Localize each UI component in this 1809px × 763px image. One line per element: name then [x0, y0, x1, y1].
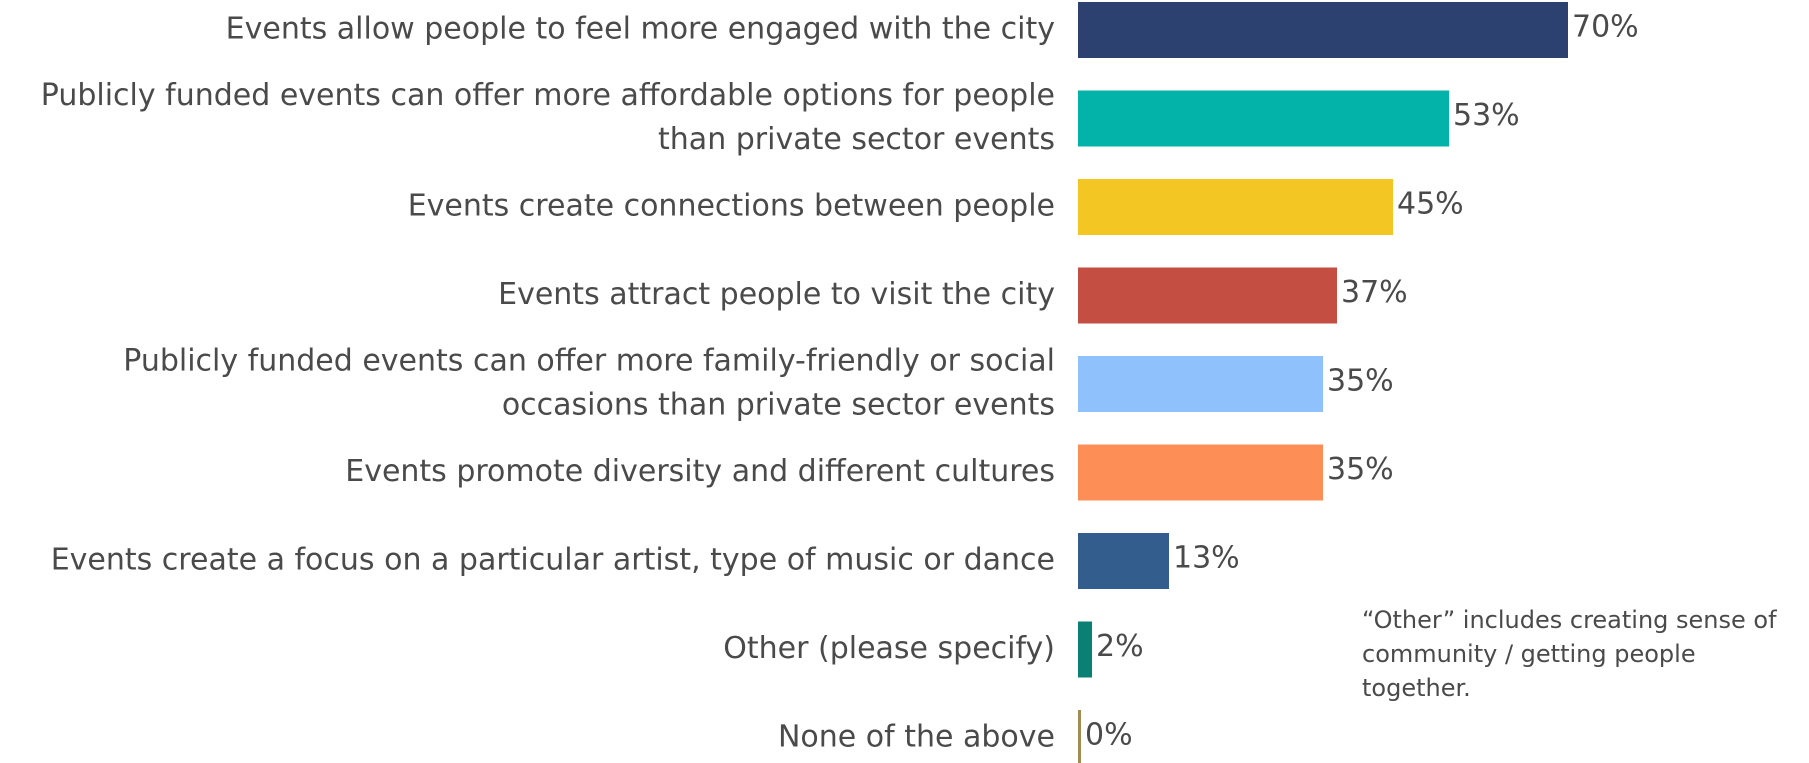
- category-label-5-line-1: Publicly funded events can offer more fa…: [123, 344, 1055, 379]
- data-label-1: 70%: [1572, 10, 1639, 45]
- data-label-2: 53%: [1453, 98, 1520, 133]
- category-label-4: Events attract people to visit the city: [498, 277, 1055, 312]
- bar-7: [1078, 533, 1169, 589]
- category-label-5-line-2: occasions than private sector events: [502, 388, 1055, 423]
- category-label-8: Other (please specify): [723, 631, 1055, 666]
- data-label-4: 37%: [1341, 275, 1408, 310]
- bar-6: [1078, 444, 1323, 501]
- bar-4: [1078, 267, 1337, 324]
- category-label-9: None of the above: [778, 720, 1055, 755]
- category-label-3: Events create connections between people: [408, 189, 1055, 224]
- bar-5: [1078, 356, 1323, 412]
- chart-note: “Other” includes creating sense of commu…: [1362, 606, 1777, 702]
- bar-2: [1078, 90, 1449, 147]
- category-label-2-line-1: Publicly funded events can offer more af…: [41, 78, 1055, 113]
- bar-8: [1078, 621, 1092, 678]
- data-label-9: 0%: [1085, 718, 1133, 753]
- data-label-8: 2%: [1096, 629, 1144, 664]
- bar-9: [1078, 710, 1081, 763]
- bar-3: [1078, 179, 1393, 235]
- category-label-1: Events allow people to feel more engaged…: [226, 12, 1055, 47]
- bar-1: [1078, 2, 1568, 58]
- category-label-2-line-2: than private sector events: [658, 122, 1055, 157]
- data-label-5: 35%: [1327, 364, 1394, 399]
- category-label-7: Events create a focus on a particular ar…: [51, 543, 1055, 578]
- data-label-3: 45%: [1397, 187, 1464, 222]
- category-label-6: Events promote diversity and different c…: [345, 454, 1055, 489]
- data-label-6: 35%: [1327, 452, 1394, 487]
- data-label-7: 13%: [1173, 541, 1240, 576]
